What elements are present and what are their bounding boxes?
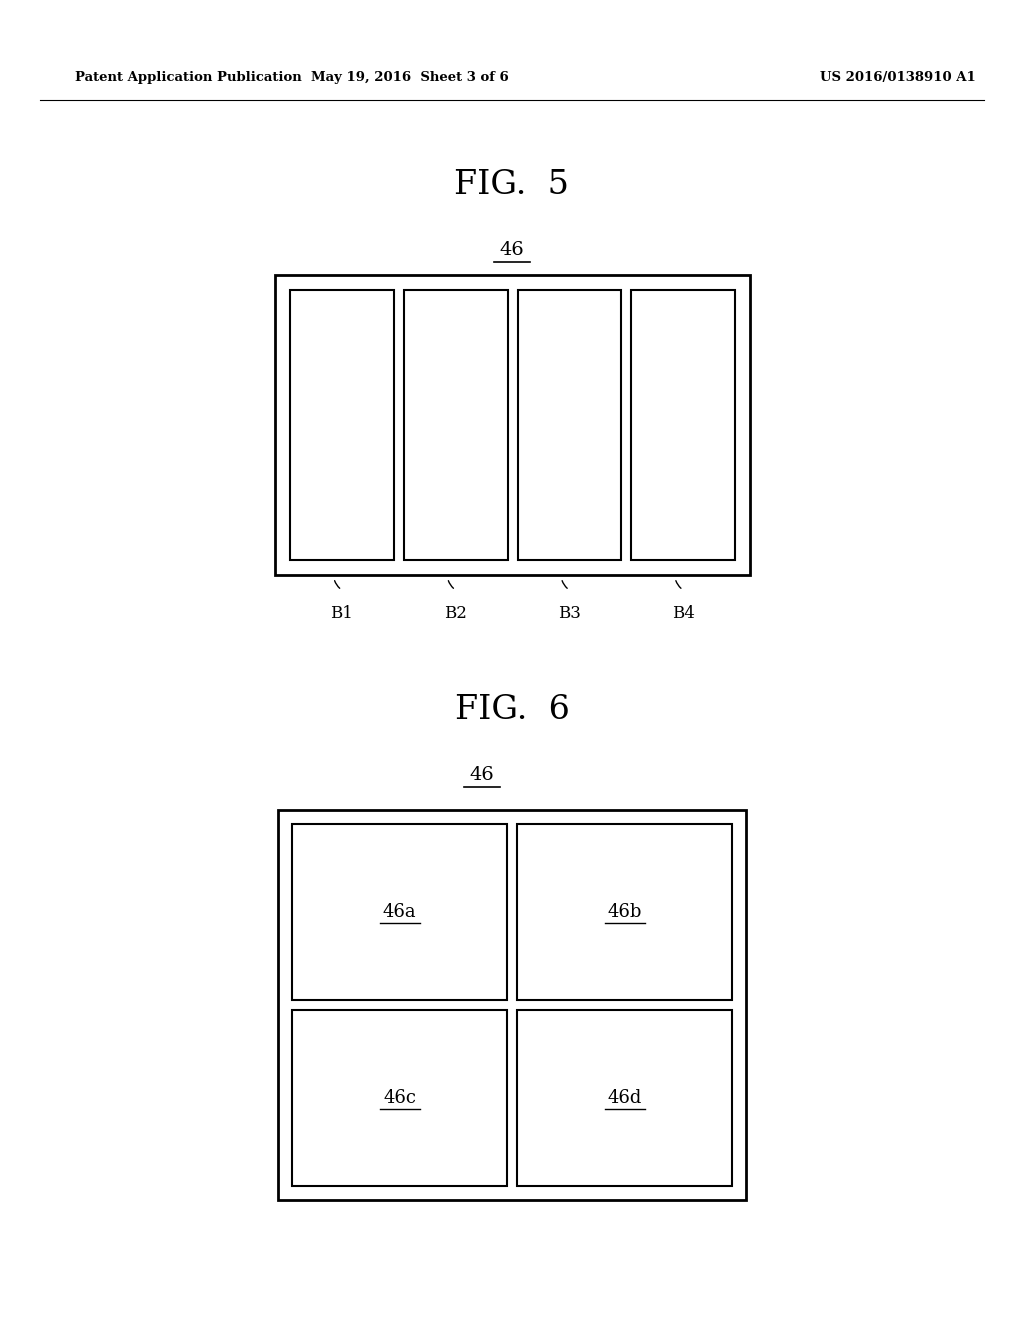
Bar xyxy=(517,824,732,1001)
Bar xyxy=(403,290,508,560)
Bar xyxy=(290,290,394,560)
Text: B3: B3 xyxy=(558,605,581,622)
Bar xyxy=(631,290,735,560)
Text: B1: B1 xyxy=(331,605,353,622)
Bar xyxy=(275,275,750,576)
Text: Patent Application Publication: Patent Application Publication xyxy=(75,71,302,84)
Bar xyxy=(292,1010,507,1185)
Bar xyxy=(517,290,622,560)
Text: B2: B2 xyxy=(444,605,467,622)
Text: 46a: 46a xyxy=(383,903,417,921)
Bar xyxy=(517,1010,732,1185)
Bar xyxy=(292,824,507,1001)
Text: US 2016/0138910 A1: US 2016/0138910 A1 xyxy=(820,71,976,84)
Text: May 19, 2016  Sheet 3 of 6: May 19, 2016 Sheet 3 of 6 xyxy=(311,71,509,84)
Text: FIG.  5: FIG. 5 xyxy=(455,169,569,201)
Text: B4: B4 xyxy=(672,605,694,622)
Text: 46d: 46d xyxy=(607,1089,642,1107)
Text: 46: 46 xyxy=(470,766,495,784)
Text: 46: 46 xyxy=(500,242,524,259)
Text: 46c: 46c xyxy=(383,1089,416,1107)
Bar xyxy=(278,810,746,1200)
Text: 46b: 46b xyxy=(607,903,642,921)
Text: FIG.  6: FIG. 6 xyxy=(455,694,569,726)
